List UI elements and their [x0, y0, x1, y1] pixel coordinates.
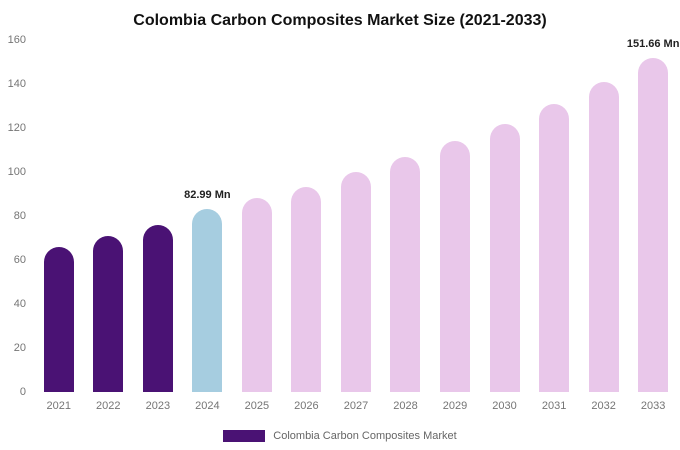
- bar-column-2030: 2030: [480, 40, 530, 412]
- chart-title: Colombia Carbon Composites Market Size (…: [133, 12, 547, 29]
- x-tick-2027: 2027: [343, 400, 369, 412]
- bar-2032: [588, 81, 619, 392]
- y-tick-140: 140: [7, 78, 26, 90]
- y-tick-160: 160: [7, 34, 26, 46]
- bar-2028: [390, 156, 421, 392]
- y-tick-100: 100: [7, 166, 26, 178]
- bar-column-2021: 2021: [34, 40, 84, 412]
- bar-2024: [192, 209, 223, 392]
- bar-column-2025: 2025: [232, 40, 282, 412]
- bar-2021: [43, 246, 74, 392]
- bar-column-2029: 2029: [430, 40, 480, 412]
- bar-2029: [440, 141, 471, 392]
- bar-column-2028: 2028: [381, 40, 431, 412]
- legend: Colombia Carbon Composites Market: [0, 430, 680, 442]
- y-tick-120: 120: [7, 122, 26, 134]
- y-tick-80: 80: [13, 210, 26, 222]
- y-tick-60: 60: [13, 254, 26, 266]
- x-tick-2026: 2026: [294, 400, 319, 412]
- y-tick-40: 40: [13, 298, 26, 310]
- bar-2025: [241, 198, 272, 392]
- x-tick-2031: 2031: [541, 400, 567, 412]
- bar-value-label-2033: 151.66 Mn: [626, 38, 680, 51]
- bar-column-2023: 2023: [133, 40, 183, 412]
- bar-column-2022: 2022: [84, 40, 134, 412]
- bar-column-2026: 2026: [282, 40, 332, 412]
- x-tick-2028: 2028: [393, 400, 418, 412]
- bar-column-2033: 2033 151.66 Mn: [626, 38, 680, 412]
- legend-swatch: [223, 430, 266, 442]
- bar-value-label-2024: 82.99 Mn: [184, 189, 231, 202]
- y-tick-0: 0: [19, 386, 26, 398]
- bar-column-2027: 2027: [331, 40, 381, 412]
- x-tick-2030: 2030: [492, 400, 517, 412]
- y-tick-20: 20: [13, 342, 26, 354]
- x-tick-2023: 2023: [145, 400, 171, 412]
- bar-column-2032: 2032: [579, 40, 629, 412]
- bar-2027: [340, 172, 371, 392]
- legend-label: Colombia Carbon Composites Market: [273, 430, 457, 442]
- bars-group: 2021 2022 2023 2024 82.99 Mn 2025 2026 2027 2028…: [34, 38, 680, 412]
- bar-column-2031: 2031: [529, 40, 579, 412]
- plot-area: 0 20 40 60 80 100 120 140 160 2021 2022 2023 2024 82…: [8, 34, 680, 412]
- bar-column-2024: 2024 82.99 Mn: [183, 40, 233, 412]
- bar-2023: [142, 224, 173, 392]
- bar-2031: [539, 103, 570, 392]
- bar-2030: [489, 123, 520, 392]
- x-tick-2021: 2021: [46, 400, 72, 412]
- x-tick-2022: 2022: [96, 400, 121, 412]
- bar-2033: [638, 58, 669, 392]
- bar-2022: [93, 235, 124, 392]
- x-tick-2032: 2032: [591, 400, 616, 412]
- x-tick-2025: 2025: [244, 400, 270, 412]
- bar-2026: [291, 187, 322, 392]
- x-tick-2033: 2033: [640, 400, 666, 412]
- x-tick-2029: 2029: [442, 400, 468, 412]
- x-tick-2024: 2024: [195, 400, 220, 412]
